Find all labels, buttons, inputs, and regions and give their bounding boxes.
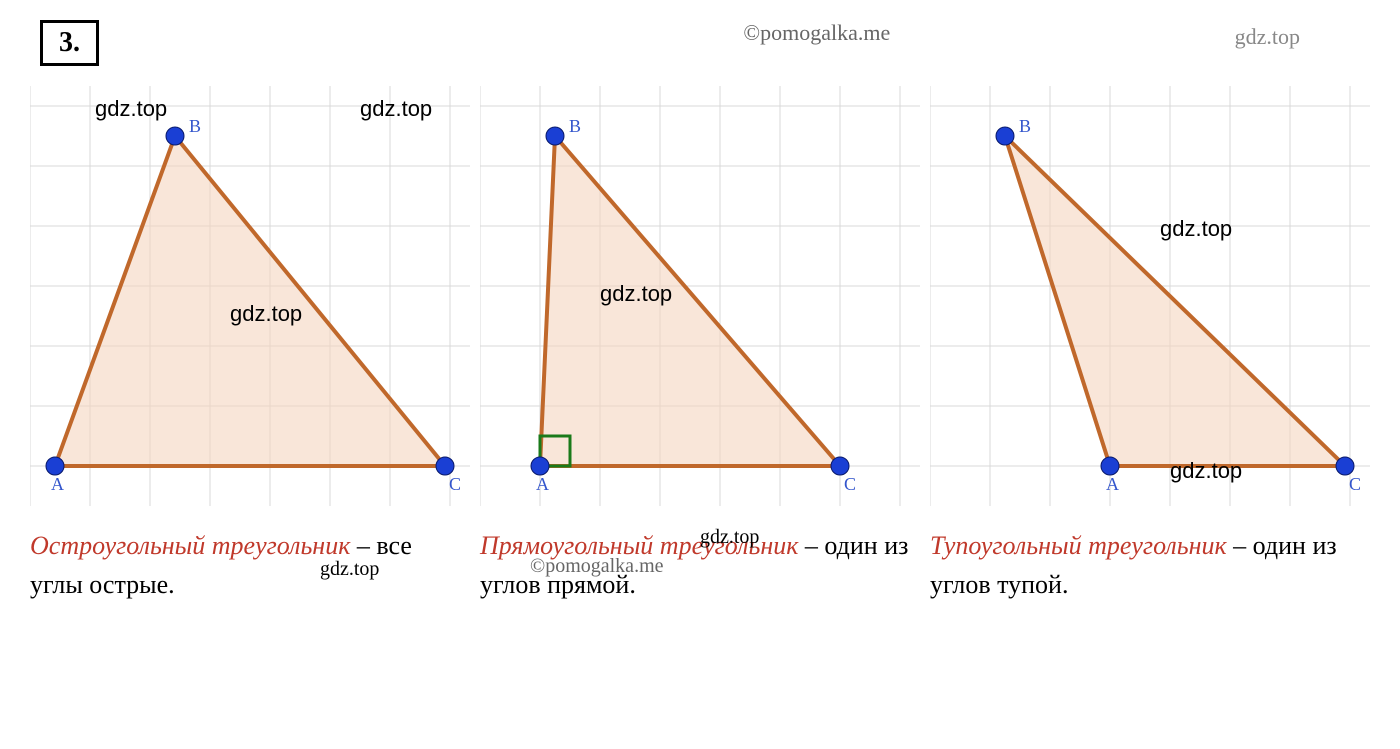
svg-text:B: B bbox=[569, 116, 581, 136]
svg-text:C: C bbox=[844, 474, 856, 494]
description-right: Прямоугольный треугольник – один из угло… bbox=[480, 526, 920, 604]
watermark-gdz: gdz.top bbox=[1235, 24, 1300, 50]
triangle-svg-right: A B Cgdz.top bbox=[480, 86, 920, 506]
svg-text:C: C bbox=[1349, 474, 1361, 494]
svg-text:C: C bbox=[449, 474, 461, 494]
term-obtuse: Тупоугольный треугольник bbox=[930, 531, 1227, 560]
description-acute: Остроугольный треугольник – все углы ост… bbox=[30, 526, 470, 604]
watermark-top-right: gdz.top bbox=[1235, 20, 1300, 50]
watermark-gdz-desc3: gdz.top bbox=[700, 522, 759, 552]
triangles-row: A B Cgdz.top gdz.top gdz.top A B Cgdz.top A B Cg… bbox=[0, 76, 1400, 516]
triangle-panel-obtuse: A B Cgdz.top gdz.top bbox=[930, 86, 1370, 506]
svg-text:gdz.top: gdz.top bbox=[230, 301, 302, 326]
svg-text:gdz.top: gdz.top bbox=[95, 96, 167, 121]
triangle-svg-acute: A B Cgdz.top gdz.top gdz.top bbox=[30, 86, 470, 506]
exercise-number: 3. bbox=[40, 20, 99, 66]
descriptions-row: Остроугольный треугольник – все углы ост… bbox=[0, 516, 1400, 614]
description-obtuse: Тупоугольный треугольник – один из углов… bbox=[930, 526, 1370, 604]
watermark-gdz-desc1: gdz.top bbox=[320, 554, 379, 584]
triangle-panel-right: A B Cgdz.top bbox=[480, 86, 920, 506]
header: 3. ©pomogalka.me gdz.top bbox=[0, 0, 1400, 76]
svg-text:A: A bbox=[1106, 474, 1119, 494]
term-acute: Остроугольный треугольник bbox=[30, 531, 350, 560]
svg-text:B: B bbox=[189, 116, 201, 136]
svg-text:gdz.top: gdz.top bbox=[600, 281, 672, 306]
svg-text:gdz.top: gdz.top bbox=[360, 96, 432, 121]
svg-text:B: B bbox=[1019, 116, 1031, 136]
triangle-panel-acute: A B Cgdz.top gdz.top gdz.top bbox=[30, 86, 470, 506]
svg-text:A: A bbox=[536, 474, 549, 494]
watermark-top-center: ©pomogalka.me bbox=[399, 20, 1235, 46]
svg-text:A: A bbox=[51, 474, 64, 494]
svg-text:gdz.top: gdz.top bbox=[1170, 458, 1242, 483]
watermark-pomogalka: ©pomogalka.me bbox=[399, 20, 1235, 46]
svg-text:gdz.top: gdz.top bbox=[1160, 216, 1232, 241]
triangle-svg-obtuse: A B Cgdz.top gdz.top bbox=[930, 86, 1370, 506]
